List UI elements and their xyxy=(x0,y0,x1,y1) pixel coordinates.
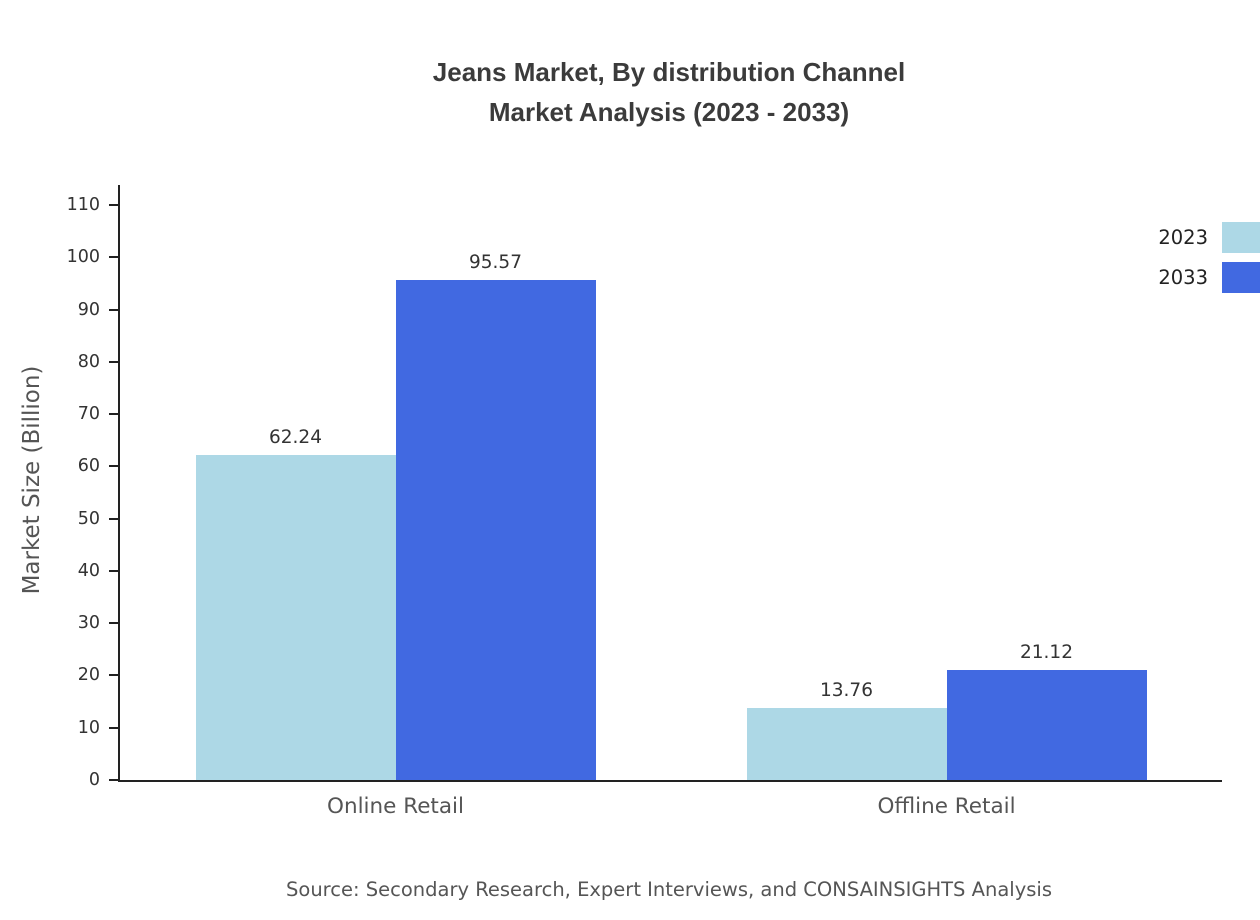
bar-2033-online-retail xyxy=(395,280,596,780)
legend-swatch xyxy=(1222,222,1260,253)
legend-item-2023: 2023 xyxy=(1158,222,1260,253)
y-tick-label: 100 xyxy=(66,247,100,268)
y-tick-mark xyxy=(109,413,118,416)
legend-label: 2033 xyxy=(1158,266,1208,289)
bar-2023-online-retail xyxy=(195,454,396,780)
bar-value-label: 62.24 xyxy=(269,426,322,448)
plot-area: 0 10 20 30 40 50 60 70 80 90 100 110 62.24 95.57 13.7… xyxy=(67,185,1222,819)
y-tick-mark xyxy=(109,360,118,363)
legend: 2023 2033 xyxy=(1158,222,1260,293)
y-tick-label: 90 xyxy=(77,299,100,320)
x-category-label: Offline Retail xyxy=(877,794,1016,819)
bar-2023-offline-retail xyxy=(746,708,947,780)
y-tick-mark xyxy=(109,674,118,677)
y-tick-mark xyxy=(109,308,118,311)
y-tick-mark xyxy=(109,779,118,781)
bars-container: 62.24 95.57 13.76 21.12 xyxy=(120,185,1222,780)
legend-label: 2023 xyxy=(1158,226,1208,249)
chart-title-line1: Jeans Market, By distribution Channel xyxy=(432,57,906,87)
y-axis-title: Market Size (Billion) xyxy=(19,365,45,595)
y-tick-label: 60 xyxy=(77,456,100,477)
y-tick-mark xyxy=(109,256,118,259)
y-tick-mark xyxy=(109,569,118,572)
bar-value-label: 13.76 xyxy=(820,680,873,702)
legend-swatch xyxy=(1222,262,1260,293)
y-tick-label: 80 xyxy=(77,351,100,372)
bar-2033-offline-retail xyxy=(946,669,1147,780)
legend-item-2033: 2033 xyxy=(1158,262,1260,293)
x-axis-labels: Online Retail Offline Retail xyxy=(120,185,1222,819)
y-tick-label: 30 xyxy=(77,613,100,634)
y-tick-label: 40 xyxy=(77,560,100,581)
chart-title-line2: Market Analysis (2023 - 2033) xyxy=(488,97,850,127)
y-tick-label: 0 xyxy=(88,770,100,790)
y-tick-mark xyxy=(109,726,118,729)
bar-value-label: 95.57 xyxy=(469,252,522,274)
y-tick-mark xyxy=(109,517,118,520)
y-tick-label: 70 xyxy=(77,404,100,425)
source-text: Source: Secondary Research, Expert Inter… xyxy=(286,878,1052,901)
y-tick-mark xyxy=(109,622,118,625)
y-tick-mark xyxy=(109,465,118,468)
y-tick-label: 110 xyxy=(66,195,100,215)
y-axis-ticks: 0 10 20 30 40 50 60 70 80 90 100 110 xyxy=(67,185,1222,790)
y-tick-label: 20 xyxy=(77,665,100,686)
chart-title: Jeans Market, By distribution Channel Ma… xyxy=(118,52,1220,132)
bar-value-label: 21.12 xyxy=(1020,641,1073,663)
y-tick-label: 50 xyxy=(77,508,100,529)
y-tick-label: 10 xyxy=(77,717,100,738)
y-tick-mark xyxy=(109,204,118,206)
x-category-label: Online Retail xyxy=(327,794,464,819)
